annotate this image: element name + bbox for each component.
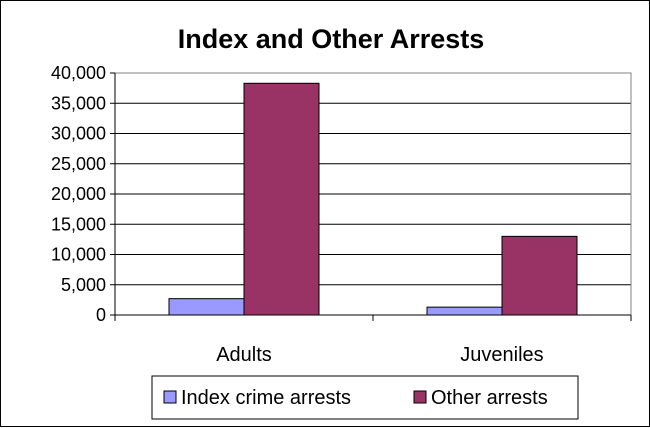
plot-area: 0 5,000 10,000 15,000 20,000 25,000 30,000 35,0… [51, 63, 632, 366]
y-tick-label: 35,000 [51, 93, 106, 113]
y-tick-label: 20,000 [51, 184, 106, 204]
chart-title: Index and Other Arrests [178, 24, 485, 54]
bar-index-juveniles [426, 306, 503, 316]
bar-index-adults [168, 298, 245, 316]
legend: Index crime arrests Other arrests [151, 375, 579, 420]
y-tick-label: 10,000 [51, 245, 106, 265]
legend-box [151, 375, 579, 420]
legend-swatch-index [163, 390, 177, 404]
bar-other-juveniles [501, 235, 578, 316]
y-tick-label: 25,000 [51, 154, 106, 174]
y-tick-label: 0 [96, 305, 106, 325]
y-tick-label: 40,000 [51, 63, 106, 83]
x-category-label: Adults [216, 344, 272, 366]
bar-other-adults [243, 82, 320, 316]
legend-swatch-other [413, 390, 427, 404]
y-tick-label: 5,000 [61, 275, 106, 295]
legend-label-index: Index crime arrests [181, 387, 351, 409]
y-tick-label: 30,000 [51, 124, 106, 144]
x-category-label: Juveniles [460, 344, 543, 366]
legend-label-other: Other arrests [431, 387, 548, 409]
y-tick-label: 15,000 [51, 214, 106, 234]
